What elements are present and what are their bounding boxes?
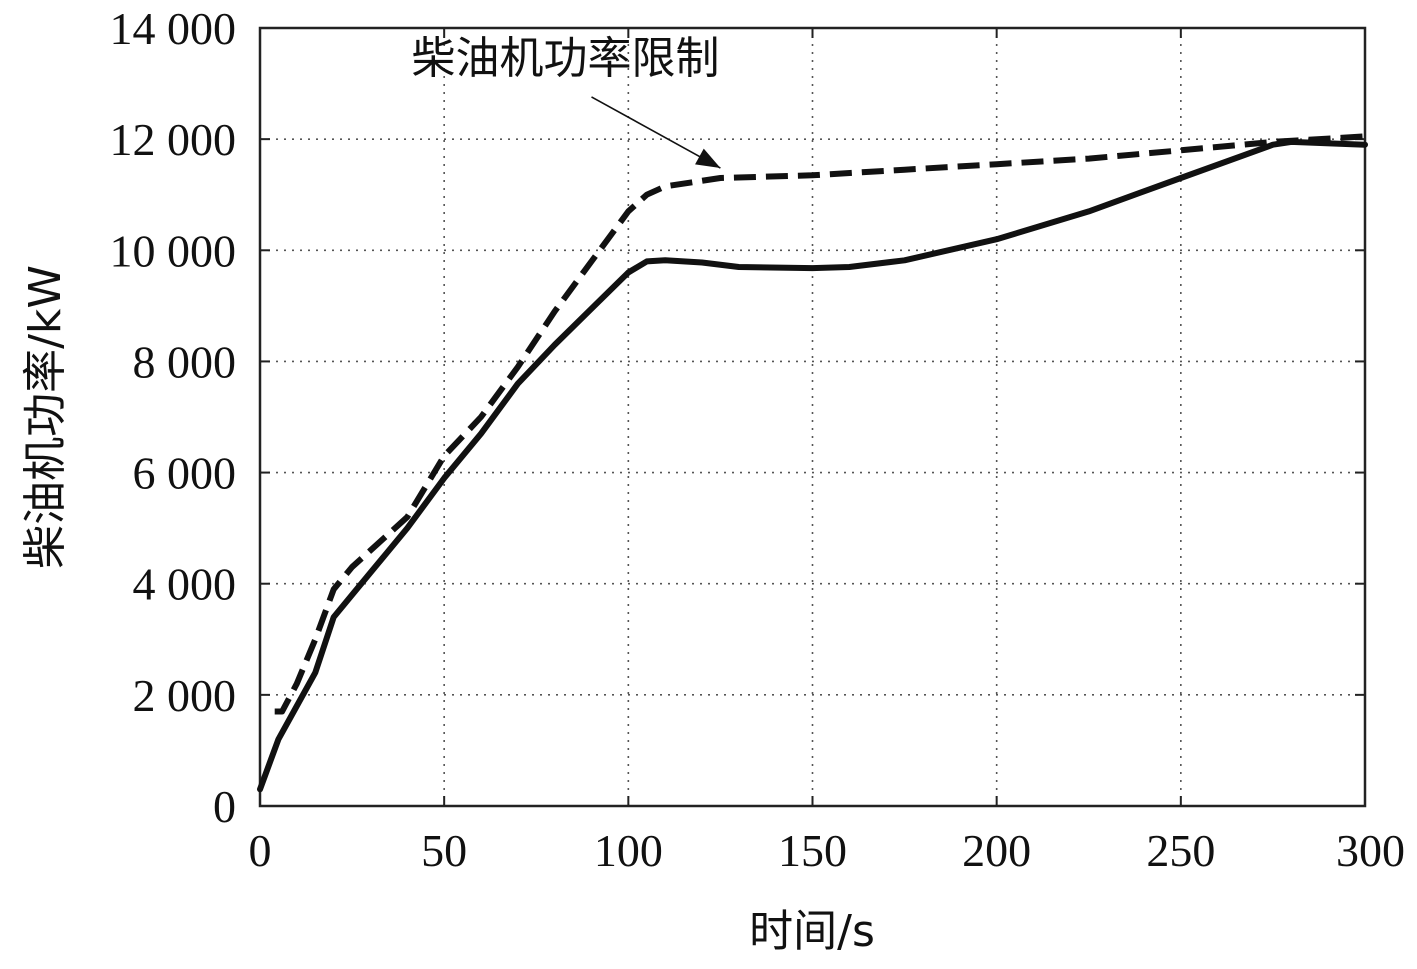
- series-line-power-limit: [274, 133, 1366, 715]
- x-axis-label: 时间/s: [749, 906, 875, 957]
- y-tick-label-2: 4 000: [133, 559, 237, 610]
- y-tick-label-6: 12 000: [110, 114, 237, 165]
- annotation-arrow-head: [695, 148, 721, 169]
- x-tick-label-0: 0: [249, 825, 272, 876]
- annotation: 柴油机功率限制: [412, 33, 721, 169]
- x-tick-label-6: 300: [1336, 825, 1405, 876]
- y-tick-label-1: 2 000: [133, 670, 237, 721]
- axis-ticks: 0 50 100 150 200 250 300 0 2 000 4 000 6 000 8 000 1…: [110, 3, 1406, 876]
- x-tick-label-2: 100: [594, 825, 663, 876]
- y-tick-label-7: 14 000: [110, 3, 237, 54]
- x-tick-label-3: 150: [778, 825, 847, 876]
- plot-frame: [258, 26, 1367, 808]
- series-line-diesel-power: [257, 138, 1368, 793]
- annotation-arrow-line: [591, 96, 721, 169]
- y-tick-label-5: 10 000: [110, 225, 237, 276]
- annotation-label: 柴油机功率限制: [412, 33, 720, 84]
- series-group: [257, 133, 1368, 793]
- y-tick-label-4: 8 000: [133, 336, 237, 387]
- x-tick-label-1: 50: [421, 825, 467, 876]
- grid: [260, 28, 1365, 806]
- y-tick-label-0: 0: [213, 781, 236, 832]
- y-tick-label-3: 6 000: [133, 448, 237, 499]
- x-tick-label-5: 250: [1146, 825, 1215, 876]
- y-axis-label: 柴油机功率/kW: [20, 265, 71, 569]
- x-tick-label-4: 200: [962, 825, 1031, 876]
